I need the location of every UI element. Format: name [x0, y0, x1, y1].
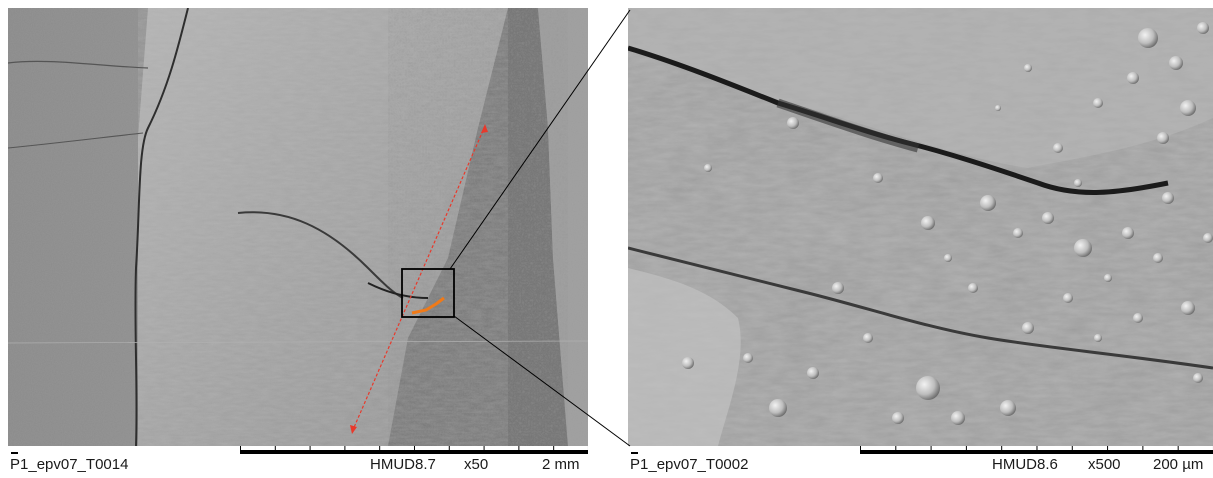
sem-panel-right: P1_epv07_T0002 HMUD8.6 x500 200 µm — [628, 0, 1213, 478]
magnification-label: x50 — [464, 456, 489, 473]
fracture-detail-image — [628, 8, 1213, 446]
image-id-label: P1_epv07_T0002 — [630, 452, 749, 473]
image-id-label: P1_epv07_T0014 — [10, 452, 129, 473]
sem-micrograph-low-mag — [8, 8, 588, 446]
scale-label: 200 µm — [1153, 456, 1204, 473]
scale-label: 2 mm — [542, 456, 580, 473]
fracture-surface-image — [8, 8, 588, 446]
instrument-label: HMUD8.6 — [992, 456, 1058, 473]
sem-micrograph-high-mag — [628, 8, 1213, 446]
sem-panel-left: P1_epv07_T0014 HMUD8.7 x50 2 mm — [8, 0, 588, 478]
sem-info-bar-right: P1_epv07_T0002 HMUD8.6 x500 200 µm — [628, 446, 1213, 478]
scale-bar-ticks — [860, 446, 1213, 450]
magnification-label: x500 — [1088, 456, 1121, 473]
scale-bar-line — [240, 450, 588, 454]
scale-bar-ticks — [240, 446, 588, 450]
instrument-label: HMUD8.7 — [370, 456, 436, 473]
scale-bar-line — [860, 450, 1213, 454]
zoom-region-box — [401, 268, 455, 318]
sem-info-bar-left: P1_epv07_T0014 HMUD8.7 x50 2 mm — [8, 446, 588, 478]
